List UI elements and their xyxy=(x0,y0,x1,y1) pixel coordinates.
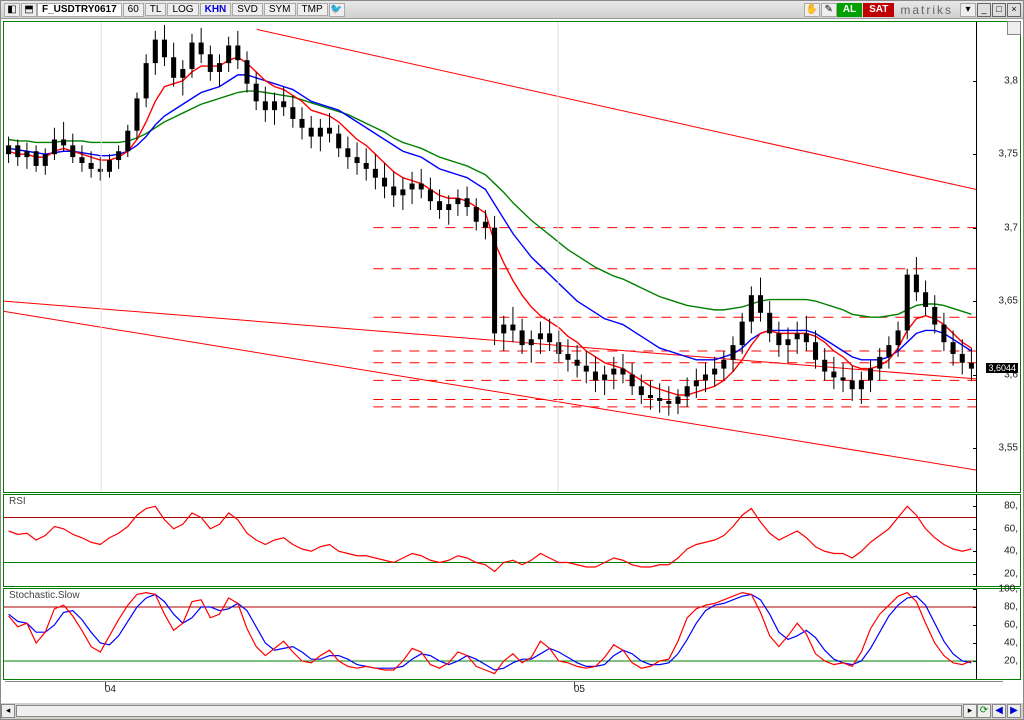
pane-toggle-icon[interactable] xyxy=(1007,21,1021,35)
toolbar-btn-tl[interactable]: TL xyxy=(145,3,167,16)
toolbar-btn-sym[interactable]: SYM xyxy=(264,3,296,16)
toolbar-btn-log[interactable]: LOG xyxy=(167,3,198,16)
bottom-bar: ◂ ▸ ⟳ ◀ ▶ xyxy=(1,703,1023,719)
rsi-pane[interactable]: RSI 20,40,60,80, xyxy=(3,494,1021,586)
scrollbar-track[interactable] xyxy=(16,705,962,717)
twitter-icon[interactable]: 🐦 xyxy=(329,3,345,17)
close-icon[interactable]: × xyxy=(1007,3,1021,17)
sell-badge: SAT xyxy=(863,3,894,17)
app-icon[interactable]: ◧ xyxy=(4,3,20,17)
symbol-box[interactable]: F_USDTRY0617 xyxy=(37,3,122,17)
hand-icon[interactable]: ✋ xyxy=(804,3,820,17)
stoch-y-axis: 20,40,60,80,100, xyxy=(976,589,1020,679)
stoch-label: Stochastic.Slow xyxy=(7,590,82,601)
interval-box[interactable]: 60 xyxy=(123,3,144,17)
dropdown-icon[interactable]: ▾ xyxy=(960,3,976,17)
maximize-icon[interactable]: □ xyxy=(992,3,1006,17)
nav-prev-icon[interactable]: ◀ xyxy=(992,704,1006,718)
rsi-label: RSI xyxy=(7,496,28,507)
rsi-y-axis: 20,40,60,80, xyxy=(976,495,1020,585)
brand-label: matriks xyxy=(894,3,959,17)
price-y-axis: 3,553,63,653,73,753,83,6044 xyxy=(976,22,1020,492)
toolbar-btn-svd[interactable]: SVD xyxy=(232,3,263,16)
toolbar: ◧ ⬒ F_USDTRY0617 60 TLLOGKHNSVDSYMTMP 🐦 … xyxy=(1,1,1023,19)
time-axis: 0405 xyxy=(5,681,1003,701)
scroll-right-icon[interactable]: ▸ xyxy=(963,704,977,718)
chart-window: ◧ ⬒ F_USDTRY0617 60 TLLOGKHNSVDSYMTMP 🐦 … xyxy=(0,0,1024,720)
price-pane[interactable]: 3,553,63,653,73,753,83,6044 xyxy=(3,21,1021,493)
chart-panes: 3,553,63,653,73,753,83,6044 RSI 20,40,60… xyxy=(1,19,1023,703)
buy-badge: AL xyxy=(837,3,862,17)
toolbar-btn-khn[interactable]: KHN xyxy=(200,3,232,16)
toolbar-btn-tmp[interactable]: TMP xyxy=(297,3,328,16)
tool-icon[interactable]: ⬒ xyxy=(21,3,37,17)
minimize-icon[interactable]: _ xyxy=(977,3,991,17)
nav-next-icon[interactable]: ▶ xyxy=(1007,704,1021,718)
scroll-left-icon[interactable]: ◂ xyxy=(1,704,15,718)
pencil-icon[interactable]: ✎ xyxy=(821,3,837,17)
refresh-icon[interactable]: ⟳ xyxy=(977,704,991,718)
stoch-pane[interactable]: Stochastic.Slow 20,40,60,80,100, xyxy=(3,588,1021,680)
